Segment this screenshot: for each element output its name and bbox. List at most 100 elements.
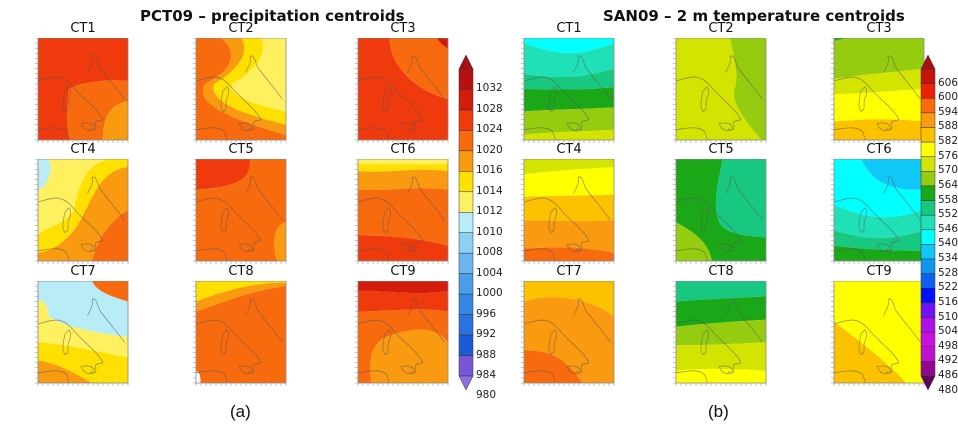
colorbar-level (920, 288, 936, 304)
map-san-ct5 (673, 159, 767, 264)
colorbar-level (458, 171, 474, 193)
contour-band (524, 68, 614, 90)
contour-band (524, 247, 614, 261)
colorbar-tick-label: 992 (476, 328, 497, 341)
map-title-ct7: CT7 (556, 264, 582, 279)
colorbar-level (920, 346, 936, 362)
contour-band (524, 86, 614, 112)
coastline (195, 298, 283, 384)
contour-band (437, 38, 448, 49)
colorbar-tick-label: 600 (938, 91, 958, 104)
colorbar-level (458, 273, 474, 295)
pct-colorbar (458, 55, 474, 391)
contour-band (834, 230, 924, 251)
contour-band (38, 167, 128, 261)
contour-band (524, 159, 614, 175)
colorbar-tick-label: 606 (938, 76, 958, 89)
contour-band (38, 342, 128, 383)
colorbar-level (920, 229, 936, 245)
coastline (675, 55, 763, 141)
colorbar-tick-label: 504 (938, 325, 958, 338)
colorbar-tick-label: 564 (938, 178, 958, 191)
contour-band (196, 286, 286, 383)
contour-band (524, 194, 614, 222)
colorbar-level (458, 68, 474, 90)
colorbar-tick-label: 546 (938, 222, 958, 235)
map-title-ct2: CT2 (708, 21, 734, 36)
contour-band (524, 281, 614, 317)
colorbar-tick-label: 1012 (476, 205, 503, 218)
contour-band (38, 159, 110, 236)
map-pct-ct7 (35, 281, 129, 386)
colorbar-tick-label: 1010 (476, 225, 503, 238)
colorbar-tick-label: 528 (938, 266, 958, 279)
contour-band (92, 281, 128, 302)
colorbar-tick-label: 1020 (476, 143, 503, 156)
coastline (833, 298, 921, 384)
map-title-ct1: CT1 (70, 21, 96, 36)
colorbar-level (458, 232, 474, 254)
colorbar-tick-label: 558 (938, 193, 958, 206)
contour-band (715, 159, 766, 238)
colorbar-level (458, 150, 474, 172)
contour-band (524, 220, 614, 253)
colorbar-tick-label: 576 (938, 149, 958, 162)
colorbar-level (458, 191, 474, 213)
colorbar-tick-label: 582 (938, 135, 958, 148)
colorbar-level (920, 361, 936, 377)
map-pct-ct6 (355, 159, 449, 264)
contour-band (524, 38, 614, 54)
colorbar-level (458, 130, 474, 152)
colorbar-tick-label: 516 (938, 295, 958, 308)
contour-band (38, 300, 128, 358)
contour-band (38, 159, 51, 190)
contour-band (196, 159, 251, 190)
map-title-ct6: CT6 (866, 142, 892, 157)
colorbar-over-triangle (920, 55, 936, 70)
colorbar-tick-label: 588 (938, 120, 958, 133)
map-title-ct2: CT2 (228, 21, 254, 36)
contour-band (524, 167, 614, 197)
colorbar-tick-label: 996 (476, 307, 497, 320)
colorbar-tick-label: 498 (938, 339, 958, 352)
colorbar-tick-label: 1000 (476, 287, 503, 300)
colorbar-tick-label: 594 (938, 105, 958, 118)
map-title-ct4: CT4 (70, 142, 96, 157)
colorbar-level (458, 252, 474, 274)
contour-band (358, 290, 448, 312)
coastline (523, 55, 611, 141)
colorbar-tick-label: 988 (476, 348, 497, 361)
colorbar-tick-label: 552 (938, 208, 958, 221)
map-pct-ct5 (193, 159, 287, 264)
colorbar-tick-label: 540 (938, 237, 958, 250)
colorbar-level (920, 127, 936, 143)
map-title-ct9: CT9 (390, 264, 416, 279)
contour-band (196, 282, 286, 312)
map-title-ct6: CT6 (390, 142, 416, 157)
colorbar-level (920, 200, 936, 216)
colorbar-level (920, 317, 936, 333)
colorbar-tick-label: 492 (938, 354, 958, 367)
colorbar-level (920, 83, 936, 99)
colorbar-tick-label: 510 (938, 310, 958, 323)
coastline (833, 176, 921, 262)
colorbar-level (458, 212, 474, 233)
colorbar-over-triangle (458, 55, 474, 70)
colorbar-tick-label: 1016 (476, 164, 503, 177)
map-pct-ct9 (355, 281, 449, 386)
colorbar-level (920, 258, 936, 274)
contour-band (102, 101, 128, 140)
colorbar-level (920, 97, 936, 114)
contour-band (67, 80, 128, 140)
contour-band (358, 169, 448, 191)
coastline (37, 176, 125, 262)
contour-band (389, 38, 448, 100)
coastline (195, 55, 283, 141)
coastline (675, 298, 763, 384)
map-title-ct9: CT9 (866, 264, 892, 279)
colorbar-level (458, 109, 474, 131)
colorbar-tick-label: 1028 (476, 102, 503, 115)
map-title-ct1: CT1 (556, 21, 582, 36)
colorbar-level (920, 141, 936, 157)
map-pct-ct8 (193, 281, 287, 386)
